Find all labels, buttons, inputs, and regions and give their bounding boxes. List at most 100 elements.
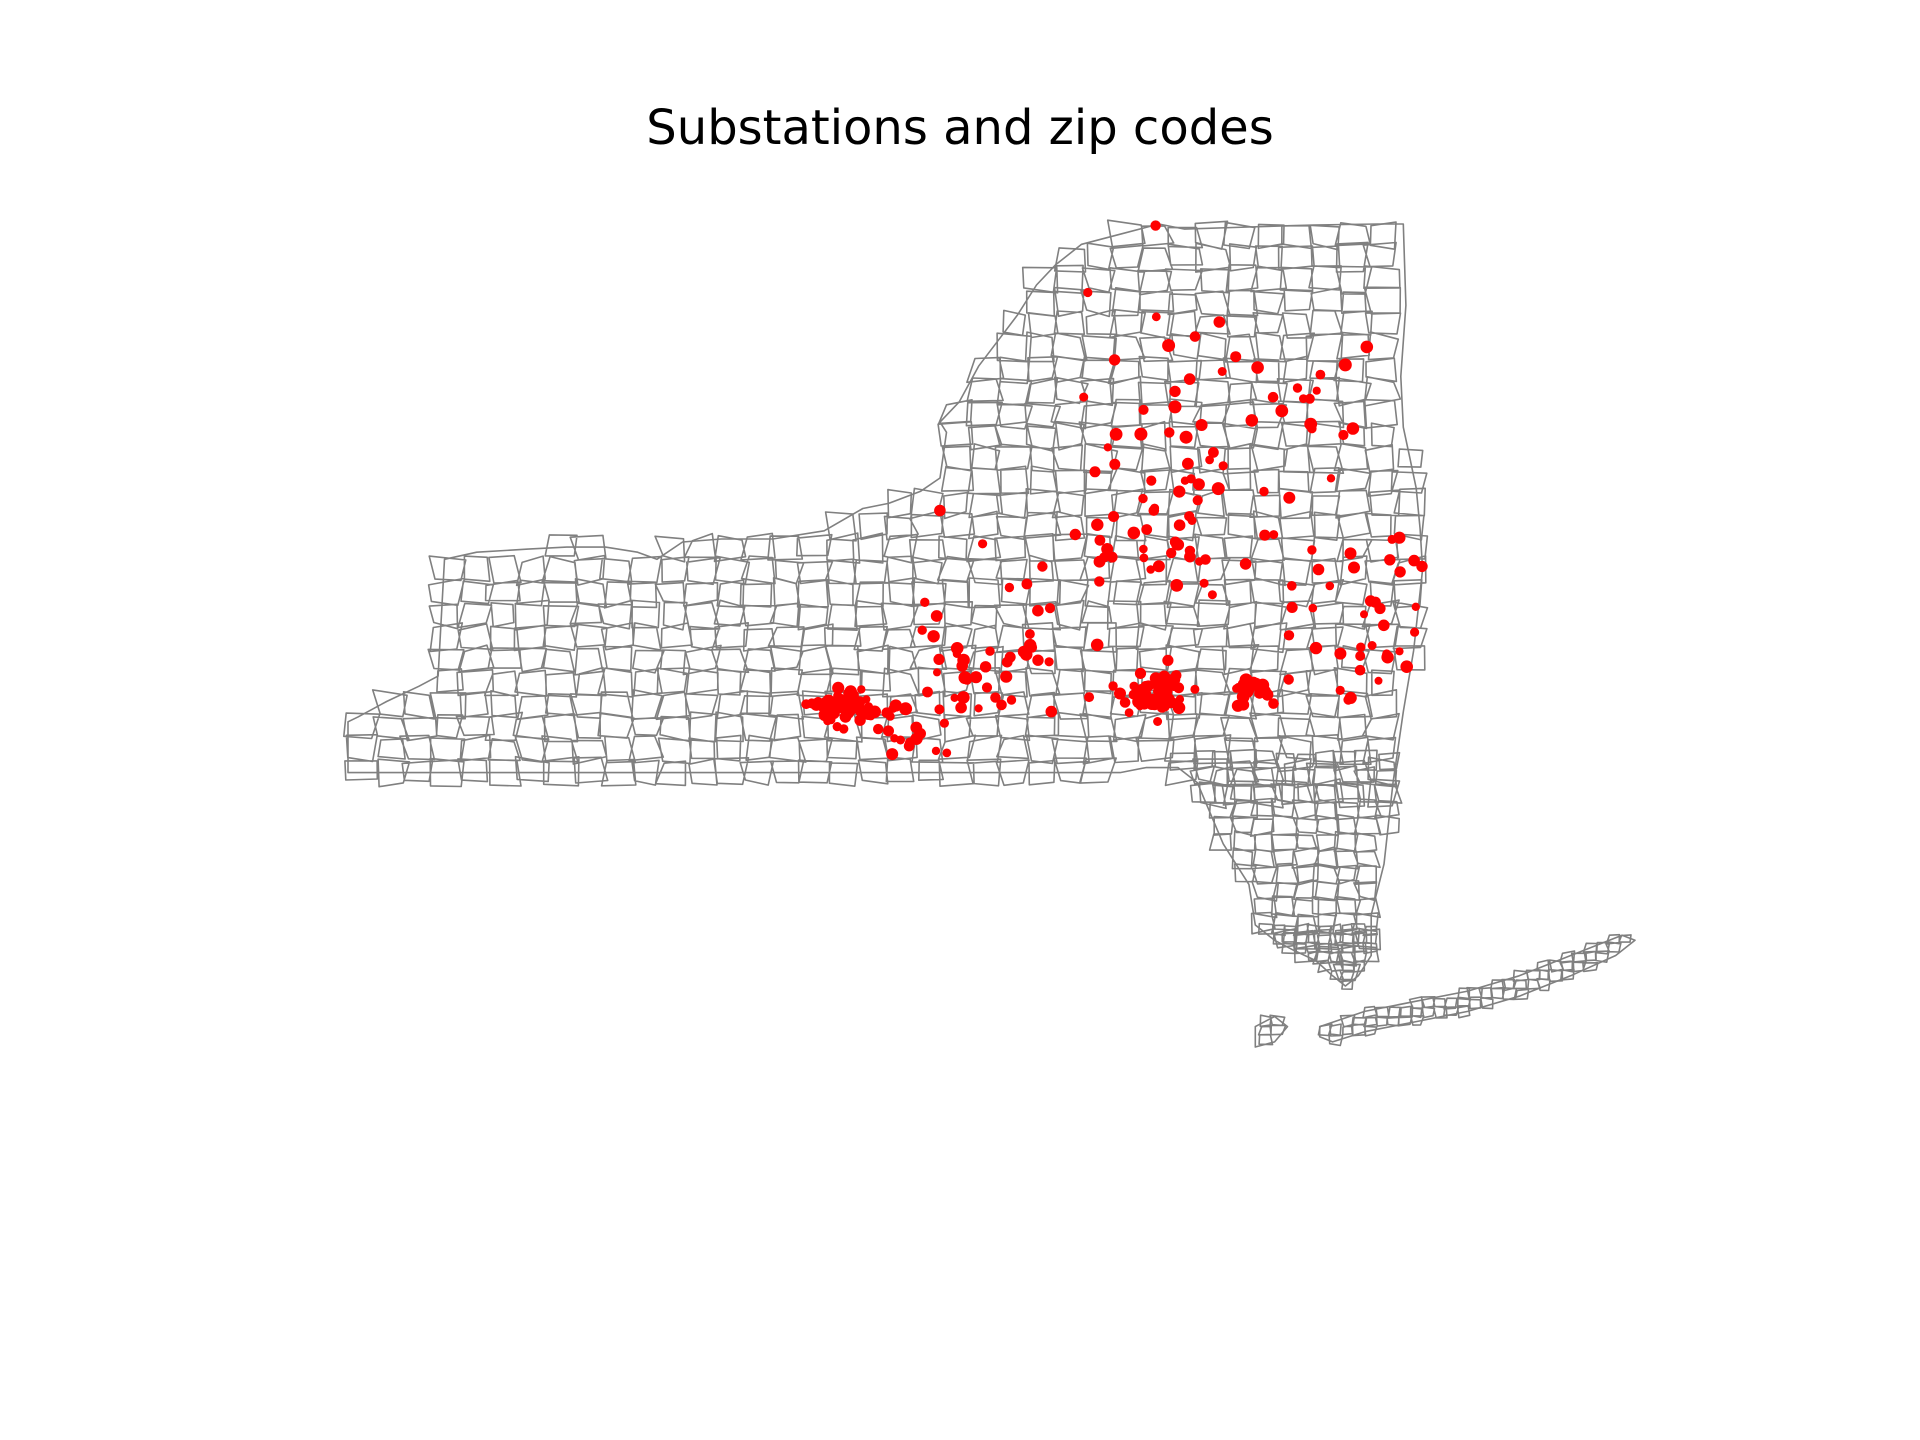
substation-point	[917, 625, 927, 635]
substation-point	[854, 714, 866, 726]
substation-point	[1138, 695, 1150, 706]
substation-point	[1267, 391, 1279, 403]
substation-point	[1004, 651, 1016, 663]
substation-point	[1108, 511, 1120, 522]
substation-point	[839, 724, 849, 734]
substation-point	[981, 682, 993, 693]
substation-point	[1138, 493, 1148, 504]
substation-point	[1393, 531, 1406, 544]
substation-point	[1338, 358, 1352, 372]
substation-point	[1139, 553, 1149, 563]
substation-point	[1315, 369, 1326, 380]
substation-point	[899, 702, 913, 716]
substation-point	[1149, 700, 1160, 711]
substation-point	[1378, 619, 1390, 632]
substation-point	[1230, 351, 1242, 363]
substation-point	[978, 539, 988, 549]
substation-point	[1356, 642, 1366, 652]
substation-point	[1355, 651, 1366, 661]
substation-point	[1084, 692, 1095, 703]
substation-point	[1287, 581, 1297, 591]
substation-point	[1083, 287, 1093, 298]
substation-point	[979, 661, 992, 673]
substation-point	[957, 653, 970, 667]
substation-point	[1217, 367, 1227, 376]
substation-point	[1360, 340, 1374, 354]
substation-point	[1275, 404, 1289, 418]
substation-point	[1259, 486, 1269, 497]
substation-point	[1173, 485, 1186, 498]
substation-point	[1205, 455, 1214, 465]
substation-point	[1286, 601, 1298, 614]
substation-point	[1032, 604, 1044, 617]
substation-point	[985, 646, 995, 656]
substation-point	[1213, 316, 1226, 328]
substation-point	[1106, 551, 1118, 563]
substation-point	[1170, 670, 1182, 681]
substation-point	[1344, 691, 1357, 705]
substation-point	[1184, 545, 1196, 556]
long-island-outline	[1318, 934, 1636, 1043]
substation-point	[1108, 681, 1118, 691]
substation-point	[883, 725, 894, 737]
substation-point	[1283, 674, 1294, 685]
substation-point	[1169, 385, 1181, 398]
substation-point	[1309, 641, 1323, 655]
substation-point	[1292, 383, 1303, 393]
substation-point	[1182, 457, 1194, 470]
substation-point	[862, 695, 871, 704]
substation-point	[1326, 474, 1336, 483]
substation-point	[822, 704, 835, 716]
substation-point	[1138, 404, 1149, 415]
substation-point	[1384, 554, 1396, 566]
zip-boundary-nyc-long-island	[1257, 922, 1632, 1047]
substation-point	[1367, 641, 1377, 650]
substation-point	[1344, 547, 1357, 560]
substation-point	[1360, 610, 1368, 619]
substation-point	[1312, 563, 1325, 576]
substation-point	[1141, 524, 1153, 535]
substation-point	[1195, 419, 1208, 431]
substation-point	[1103, 443, 1112, 452]
substation-point	[1335, 685, 1345, 696]
substation-point	[1169, 536, 1181, 548]
substation-point	[1312, 386, 1321, 395]
substation-point	[1354, 664, 1366, 676]
substation-point	[1387, 534, 1397, 544]
substation-point	[1218, 461, 1228, 471]
substation-point	[1254, 687, 1265, 699]
substation-point	[1090, 638, 1104, 652]
substation-point	[922, 686, 933, 698]
substation-point	[1231, 699, 1244, 712]
substation-point	[1259, 529, 1271, 541]
substation-point	[1025, 629, 1035, 639]
substation-point	[1037, 561, 1048, 572]
substation-point	[1200, 554, 1211, 565]
substation-point	[1089, 466, 1101, 478]
substation-point	[1044, 603, 1056, 614]
substation-point	[1124, 708, 1134, 718]
zip-boundary-upstate	[343, 219, 1429, 810]
substation-point	[1134, 667, 1147, 680]
substation-point	[1006, 695, 1017, 705]
substation-point	[1299, 394, 1308, 403]
state-outline	[347, 223, 1424, 987]
substation-point	[1162, 654, 1174, 667]
substation-point	[1304, 393, 1315, 404]
substation-point	[864, 702, 873, 712]
substation-point	[933, 653, 945, 666]
substation-point	[1119, 697, 1131, 708]
substation-point	[1094, 534, 1106, 546]
substation-point	[990, 692, 1001, 703]
substation-point	[1166, 547, 1177, 559]
substation-point	[1114, 687, 1126, 700]
substation-point	[1416, 560, 1428, 573]
substation-point	[1021, 578, 1033, 590]
substation-point	[857, 685, 866, 694]
substation-point	[1134, 427, 1148, 441]
substation-point	[1374, 676, 1383, 685]
substation-point	[1179, 430, 1193, 444]
substation-point	[1408, 554, 1420, 567]
substation-point	[1139, 544, 1148, 554]
